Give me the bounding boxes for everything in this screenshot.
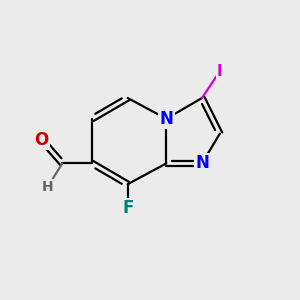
Text: H: H — [42, 180, 53, 194]
Text: N: N — [159, 110, 173, 128]
Text: O: O — [34, 130, 49, 148]
Text: N: N — [195, 154, 209, 172]
Text: I: I — [217, 64, 223, 79]
Text: F: F — [122, 199, 134, 217]
